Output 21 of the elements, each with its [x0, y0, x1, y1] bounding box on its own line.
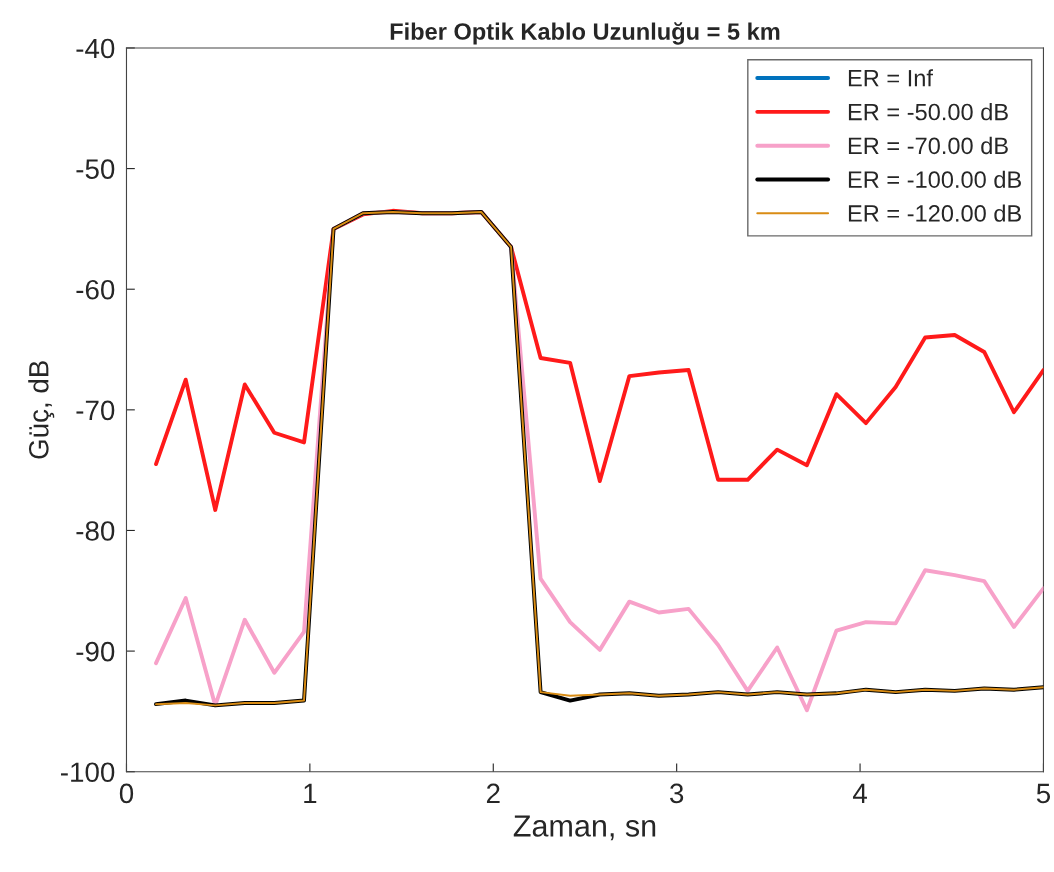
x-axis-title: Zaman, sn [513, 815, 656, 841]
legend-label: ER = -100.00 dB [848, 170, 1021, 188]
legend-label: ER = Inf [848, 69, 933, 87]
y-tick-label: -50 [76, 159, 115, 179]
legend-label: ER = -50.00 dB [848, 103, 1008, 121]
x-tick-label: 1 [304, 783, 317, 803]
legend-label: ER = -70.00 dB [848, 136, 1008, 155]
y-tick-label: -80 [76, 521, 115, 541]
y-tick-label: -90 [76, 641, 115, 662]
x-tick-label: 5 [1036, 783, 1051, 804]
x-tick-label: 2 [486, 783, 500, 803]
y-tick-label: -100 [61, 762, 115, 783]
x-tick-label: 4 [852, 783, 867, 803]
x-tick-label: 3 [670, 783, 684, 804]
legend-label: ER = -120.00 dB [848, 204, 1021, 222]
chart-title: Fiber Optik Kablo Uzunluğu = 5 km [390, 22, 780, 45]
x-tick-label: 0 [119, 783, 134, 804]
y-tick-label: -40 [76, 38, 115, 59]
y-axis-title: Güç, dB [28, 361, 55, 459]
y-tick-label: -60 [76, 279, 115, 300]
y-tick-label: -70 [76, 400, 115, 421]
